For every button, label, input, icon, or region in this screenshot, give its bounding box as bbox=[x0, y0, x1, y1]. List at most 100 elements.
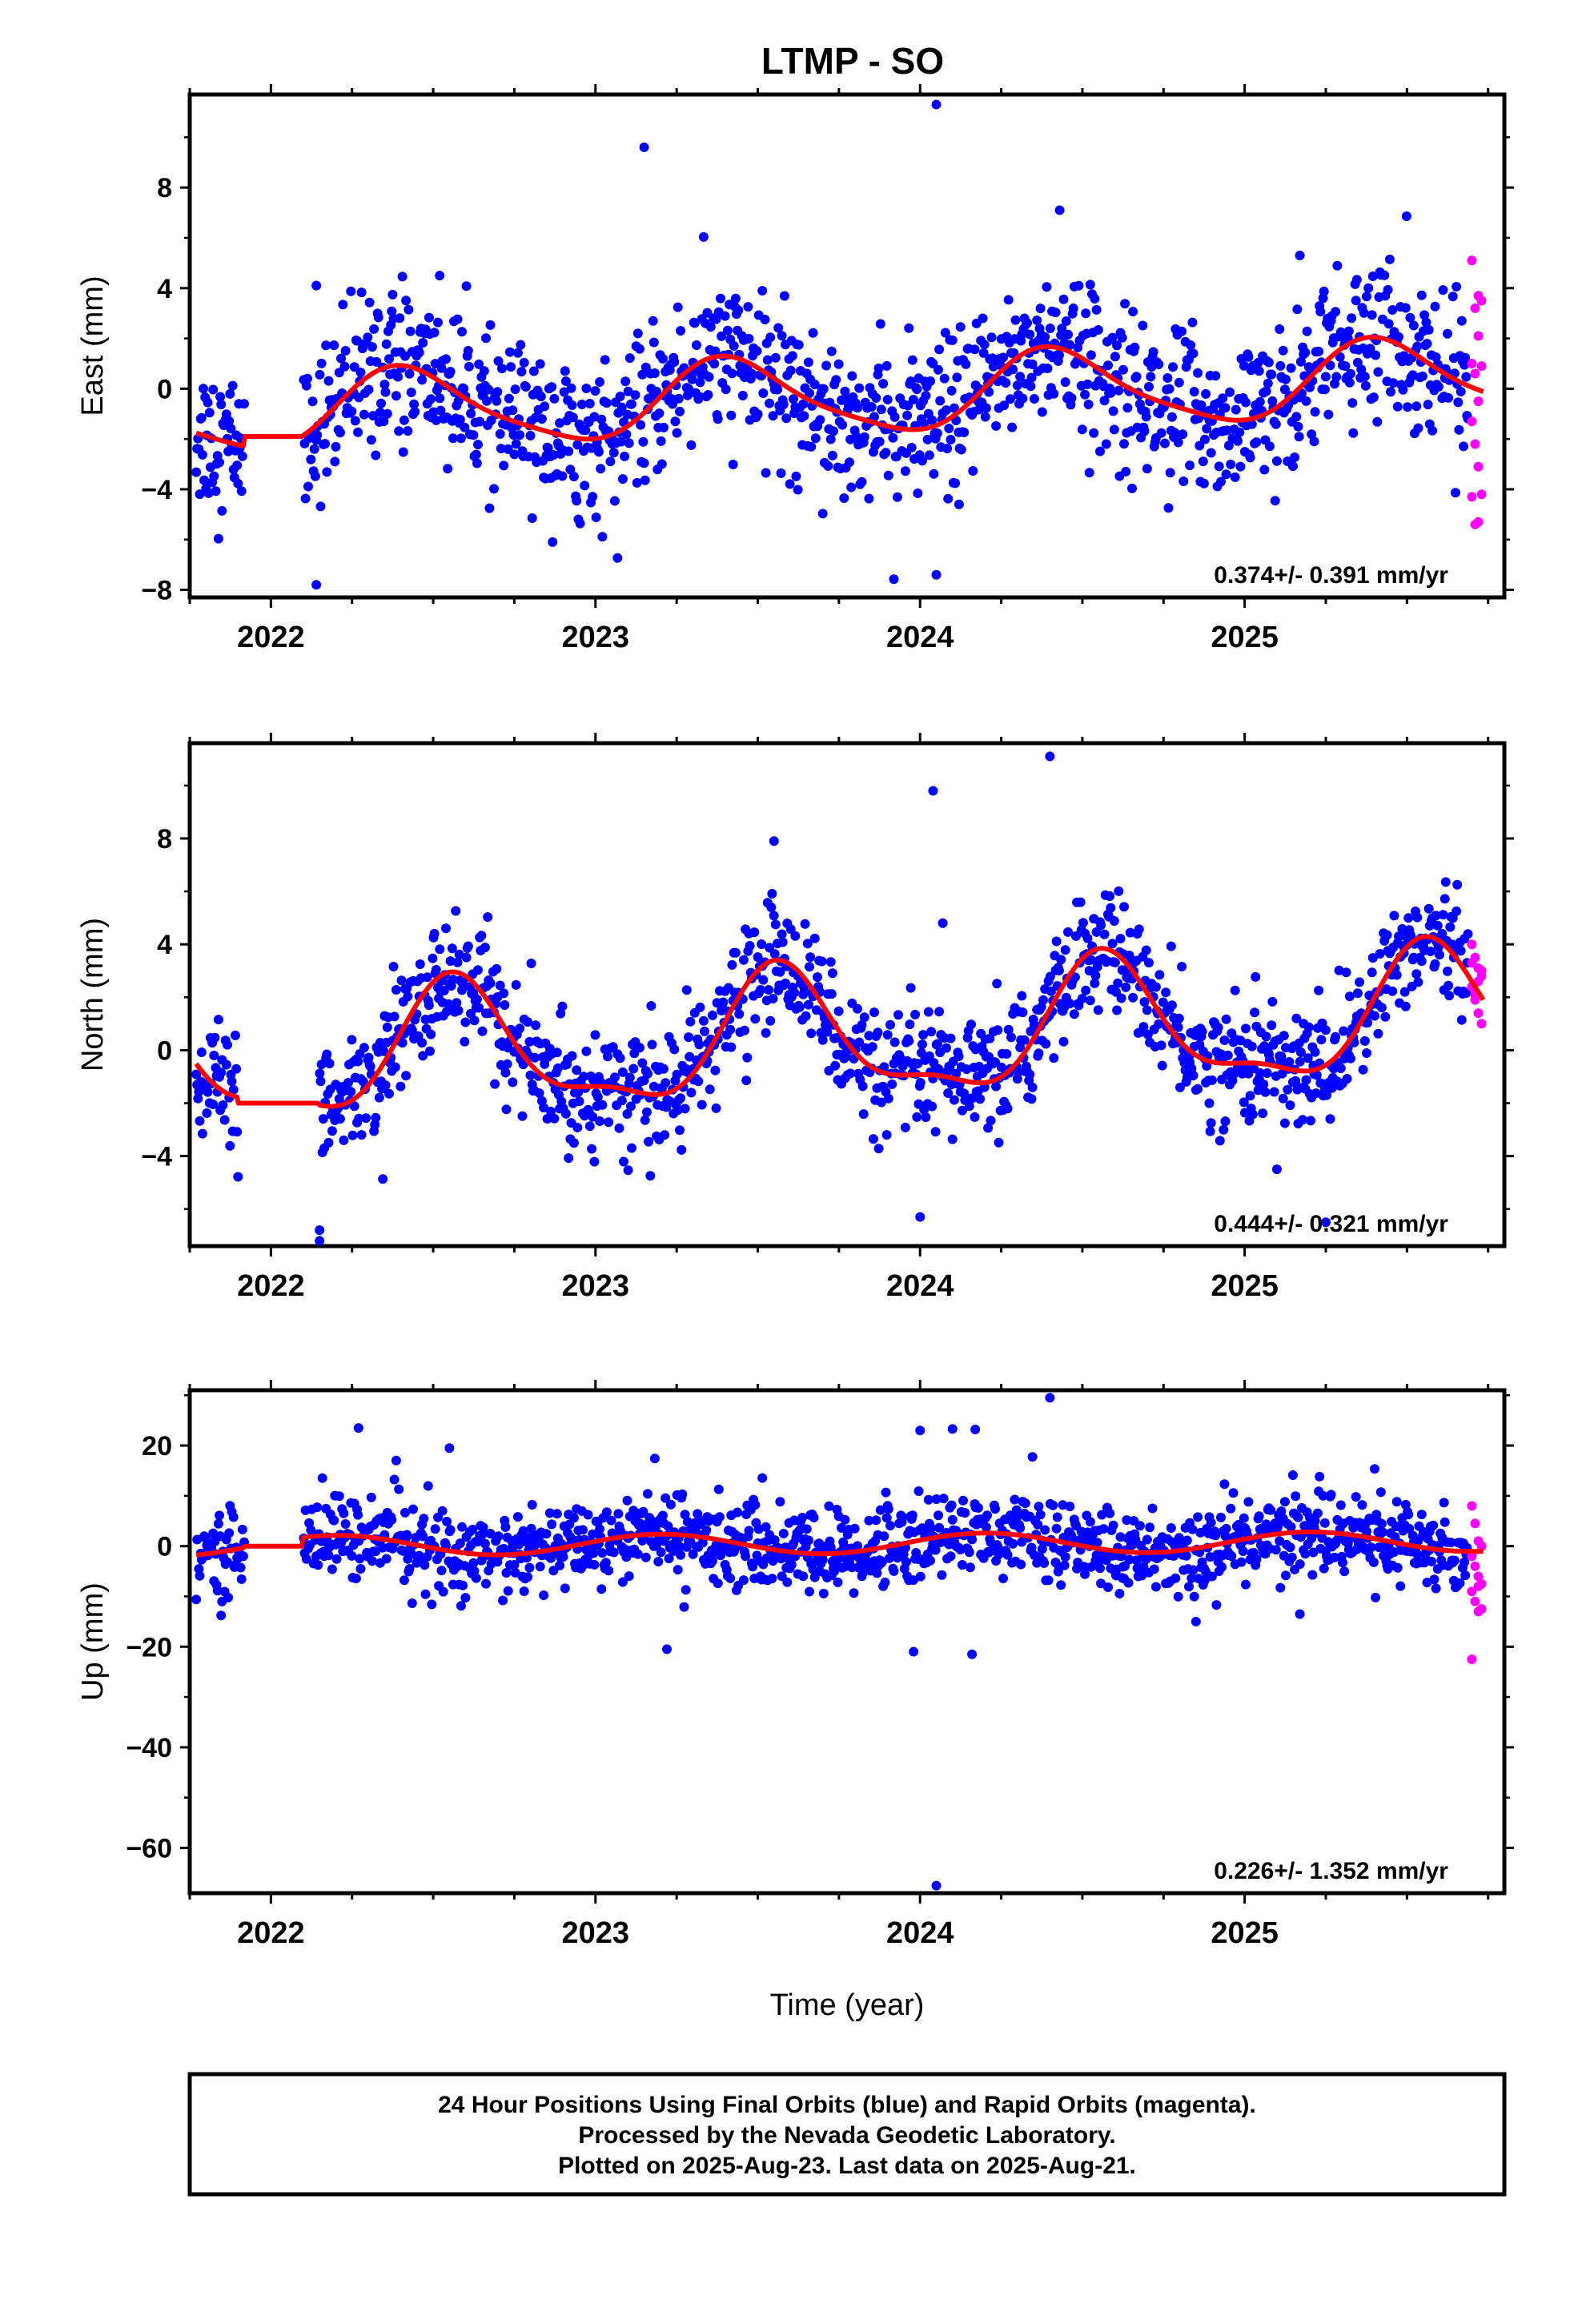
up-final-point bbox=[931, 1880, 942, 1891]
east-final-point bbox=[1177, 326, 1187, 336]
up-final-point bbox=[1226, 1503, 1236, 1514]
north-final-point bbox=[1437, 929, 1447, 939]
east-final-point bbox=[632, 477, 642, 488]
footer-line-3: Plotted on 2025-Aug-23. Last data on 202… bbox=[558, 2153, 1136, 2179]
east-final-point bbox=[1387, 305, 1398, 315]
north-final-point bbox=[859, 1012, 869, 1023]
up-final-point bbox=[1286, 1522, 1296, 1532]
east-rapid-point bbox=[1470, 439, 1480, 449]
east-final-point bbox=[876, 404, 886, 415]
up-final-point bbox=[640, 1552, 651, 1562]
east-rapid-point bbox=[1467, 255, 1477, 266]
up-final-point bbox=[560, 1583, 570, 1594]
east-final-point bbox=[536, 392, 546, 402]
east-final-point bbox=[1114, 385, 1124, 396]
east-final-point bbox=[399, 415, 409, 425]
up-final-point bbox=[1460, 1570, 1471, 1581]
north-final-point bbox=[595, 1116, 605, 1126]
north-final-point bbox=[370, 1120, 380, 1130]
up-final-point bbox=[1056, 1580, 1066, 1590]
east-final-point bbox=[509, 449, 520, 460]
east-final-point bbox=[453, 396, 464, 406]
up-final-point bbox=[622, 1495, 632, 1506]
up-final-point bbox=[849, 1588, 859, 1598]
east-final-point bbox=[1216, 476, 1226, 487]
up-final-point bbox=[915, 1425, 926, 1436]
north-xtick-label: 2024 bbox=[886, 1269, 954, 1303]
east-final-point bbox=[998, 352, 1008, 363]
east-final-point bbox=[846, 482, 857, 493]
north-final-point bbox=[1205, 1126, 1215, 1136]
north-final-point bbox=[540, 1059, 550, 1069]
east-final-point bbox=[1302, 326, 1312, 336]
east-final-point bbox=[1461, 372, 1472, 382]
north-final-point bbox=[1341, 967, 1351, 978]
north-final-point bbox=[970, 1112, 980, 1122]
north-final-point bbox=[322, 1049, 332, 1059]
east-final-point bbox=[907, 355, 917, 365]
north-final-point bbox=[1251, 971, 1261, 982]
up-final-point bbox=[237, 1524, 247, 1534]
east-final-point bbox=[1173, 437, 1183, 448]
east-final-point bbox=[590, 386, 600, 396]
up-final-point bbox=[535, 1562, 545, 1572]
east-final-point bbox=[935, 396, 946, 406]
east-final-point bbox=[810, 433, 821, 444]
north-final-point bbox=[1239, 1097, 1249, 1108]
north-final-point bbox=[761, 1027, 771, 1038]
east-final-point bbox=[366, 435, 376, 445]
north-final-point bbox=[584, 1121, 595, 1132]
north-final-point bbox=[552, 1047, 562, 1058]
up-final-point bbox=[775, 1497, 785, 1507]
up-final-point bbox=[355, 1564, 366, 1574]
up-final-point bbox=[519, 1586, 529, 1596]
north-final-point bbox=[524, 1036, 535, 1047]
north-final-point bbox=[1389, 911, 1399, 921]
north-final-point bbox=[845, 1068, 856, 1079]
up-final-point bbox=[539, 1590, 549, 1600]
north-final-point bbox=[954, 1051, 964, 1062]
up-final-point bbox=[885, 1521, 895, 1530]
east-final-point bbox=[1109, 424, 1119, 435]
north-final-point bbox=[684, 1032, 694, 1043]
north-final-point bbox=[1045, 971, 1055, 982]
north-final-point bbox=[943, 1088, 954, 1098]
east-final-point bbox=[191, 467, 202, 477]
east-final-point bbox=[1131, 372, 1142, 382]
up-final-point bbox=[1115, 1532, 1126, 1542]
east-final-point bbox=[1243, 352, 1254, 362]
east-final-point bbox=[1360, 380, 1371, 391]
east-final-point bbox=[1225, 387, 1235, 397]
up-final-point bbox=[215, 1510, 224, 1521]
north-final-point bbox=[806, 1028, 817, 1039]
east-final-point bbox=[1086, 350, 1096, 360]
east-final-point bbox=[381, 339, 391, 349]
up-final-point bbox=[1276, 1506, 1287, 1517]
east-final-point bbox=[1359, 372, 1370, 382]
east-final-point bbox=[648, 316, 658, 326]
north-final-point bbox=[1456, 1015, 1467, 1025]
north-final-point bbox=[756, 985, 765, 995]
east-final-point bbox=[991, 420, 1002, 431]
east-final-point bbox=[875, 319, 885, 329]
up-final-point bbox=[1326, 1490, 1336, 1500]
east-final-point bbox=[1421, 317, 1431, 328]
north-points bbox=[191, 751, 1487, 1246]
east-final-point bbox=[403, 426, 413, 436]
up-final-point bbox=[970, 1424, 981, 1434]
north-final-point bbox=[1139, 997, 1150, 1007]
east-final-point bbox=[356, 287, 367, 298]
east-final-point bbox=[1281, 374, 1291, 384]
east-final-point bbox=[952, 372, 962, 383]
north-final-point bbox=[1258, 1108, 1268, 1119]
east-final-point bbox=[1141, 412, 1151, 422]
east-final-point bbox=[320, 439, 331, 449]
east-final-point bbox=[350, 416, 360, 426]
east-final-point bbox=[943, 493, 954, 504]
east-final-point bbox=[211, 486, 221, 497]
north-final-point bbox=[1116, 993, 1126, 1003]
up-final-point bbox=[1051, 1523, 1062, 1534]
east-final-point bbox=[224, 416, 235, 426]
north-final-point bbox=[589, 1156, 600, 1167]
up-final-point bbox=[1428, 1520, 1439, 1530]
